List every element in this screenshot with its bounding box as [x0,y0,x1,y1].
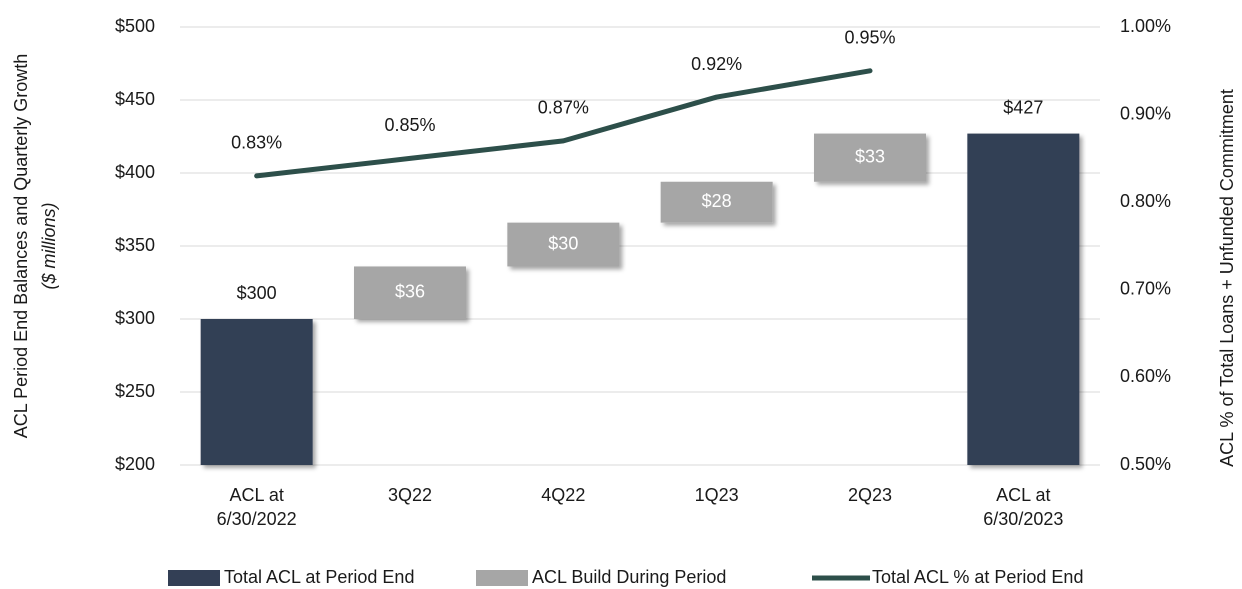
y-tick-label: $350 [115,235,155,255]
x-tick-label: ACL at 6/30/2023 [983,485,1064,529]
y-tick-label: $450 [115,89,155,109]
y2-tick-label: 0.70% [1120,279,1171,299]
build-bar [354,266,466,319]
y2-tick-label: 1.00% [1120,16,1171,36]
line-value-label: 0.95% [844,28,895,48]
y2-axis-label: ACL % of Total Loans + Unfunded Commitme… [1217,89,1237,467]
y-tick-label: $500 [115,16,155,36]
build-value-label: $28 [702,191,732,211]
build-value-label: $36 [395,281,425,301]
build-value-label: $30 [548,233,578,253]
legend-swatch [168,570,220,586]
line-value-label: 0.87% [538,98,589,118]
y2-tick-label: 0.90% [1120,103,1171,123]
x-tick-label: 1Q23 [694,485,739,505]
x-tick-label: 4Q22 [541,485,586,505]
line-value-label: 0.83% [231,133,282,153]
y2-tick-label: 0.80% [1120,191,1171,211]
y2-tick-label: 0.50% [1120,454,1171,474]
bar-value-label: $300 [237,283,277,303]
total-bar [967,133,1080,465]
total-bar [200,319,313,465]
y-axis-label: ACL Period End Balances and Quarterly Gr… [11,54,31,439]
legend-label: Total ACL at Period End [224,567,414,587]
x-tick-label: 3Q22 [387,485,433,505]
y-tick-label: $250 [115,381,155,401]
bar-value-label: $427 [1003,97,1043,117]
build-bar [660,181,773,223]
legend-swatch [476,570,528,586]
y-tick-label: $300 [115,308,155,328]
line-value-label: 0.92% [691,54,742,74]
x-tick-label: ACL at 6/30/2022 [216,485,297,529]
build-bar [814,133,926,182]
line-value-label: 0.85% [384,115,435,135]
legend-label: Total ACL % at Period End [872,567,1083,587]
x-tick-label: 2Q23 [847,485,893,505]
y-axis-note: ($ millions) [39,202,59,289]
y2-tick-label: 0.60% [1120,366,1171,386]
legend-label: ACL Build During Period [532,567,726,587]
line [254,68,873,179]
y-tick-label: $200 [115,454,155,474]
build-bar [507,222,620,267]
y-tick-label: $400 [115,162,155,182]
build-value-label: $33 [855,146,885,166]
